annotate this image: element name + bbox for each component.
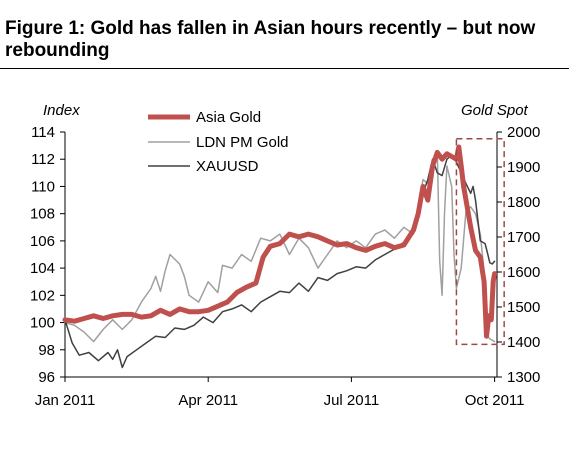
x-tick-label: Apr 2011 <box>178 392 238 409</box>
left-tick-label: 96 <box>38 369 55 386</box>
left-axis-ticks: 96 98 100 102 104 106 108 110 112 114 <box>30 124 65 386</box>
right-tick-label: 1500 <box>507 299 540 316</box>
left-tick-label: 102 <box>30 287 55 304</box>
left-axis-label: Index <box>43 102 80 119</box>
figure-title: Figure 1: Gold has fallen in Asian hours… <box>5 18 536 61</box>
left-tick-label: 98 <box>38 342 55 359</box>
left-tick-label: 114 <box>31 124 55 141</box>
left-tick-label: 106 <box>30 233 55 250</box>
series-line-asia-gold <box>62 144 498 339</box>
x-tick-label: Jan 2011 <box>35 392 96 409</box>
legend-label-asia-gold: Asia Gold <box>196 109 261 126</box>
left-tick-label: 112 <box>31 151 55 168</box>
title-divider <box>0 68 569 69</box>
right-tick-label: 1600 <box>507 264 540 281</box>
left-tick-label: 104 <box>30 260 55 277</box>
right-axis-ticks: 1300 1400 1500 1600 1700 1800 1900 2000 <box>497 124 540 386</box>
left-tick-label: 100 <box>30 315 55 332</box>
left-tick-label: 108 <box>30 206 55 223</box>
legend-label-ldn-pm-gold: LDN PM Gold <box>196 134 289 151</box>
right-tick-label: 1400 <box>507 334 540 351</box>
right-axis-label: Gold Spot <box>461 102 529 119</box>
x-tick-label: Oct 2011 <box>465 392 525 409</box>
left-tick-label: 110 <box>31 178 55 195</box>
legend: Asia Gold LDN PM Gold XAUUSD <box>148 109 289 175</box>
plot-frame <box>64 132 498 378</box>
right-tick-label: 1300 <box>507 369 540 386</box>
series-line-ldn-pm-gold <box>64 151 496 343</box>
highlight-dashed-box <box>455 138 505 346</box>
x-tick-label: Jul 2011 <box>324 392 380 409</box>
x-axis-ticks: Jan 2011 Apr 2011 Jul 2011 Oct 2011 <box>35 377 525 409</box>
right-tick-label: 1800 <box>507 194 540 211</box>
right-tick-label: 1900 <box>507 159 540 176</box>
legend-label-xauusd: XAUUSD <box>196 158 259 175</box>
series-layer <box>62 144 498 369</box>
right-tick-label: 1700 <box>507 229 540 246</box>
right-tick-label: 2000 <box>507 124 540 141</box>
annotation-layer <box>455 138 505 346</box>
